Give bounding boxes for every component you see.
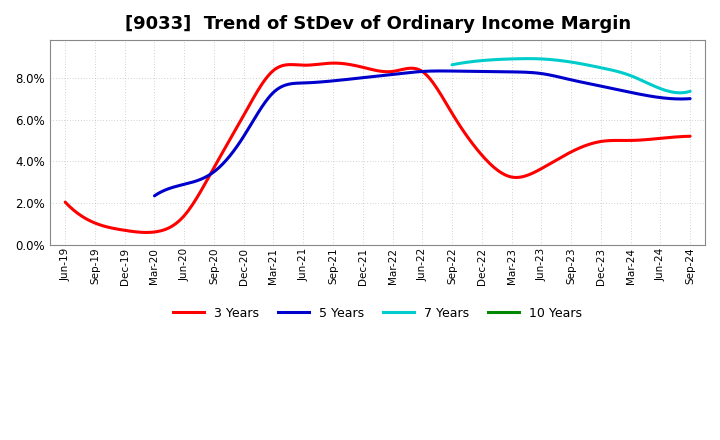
- Title: [9033]  Trend of StDev of Ordinary Income Margin: [9033] Trend of StDev of Ordinary Income…: [125, 15, 631, 33]
- Legend: 3 Years, 5 Years, 7 Years, 10 Years: 3 Years, 5 Years, 7 Years, 10 Years: [168, 302, 588, 325]
